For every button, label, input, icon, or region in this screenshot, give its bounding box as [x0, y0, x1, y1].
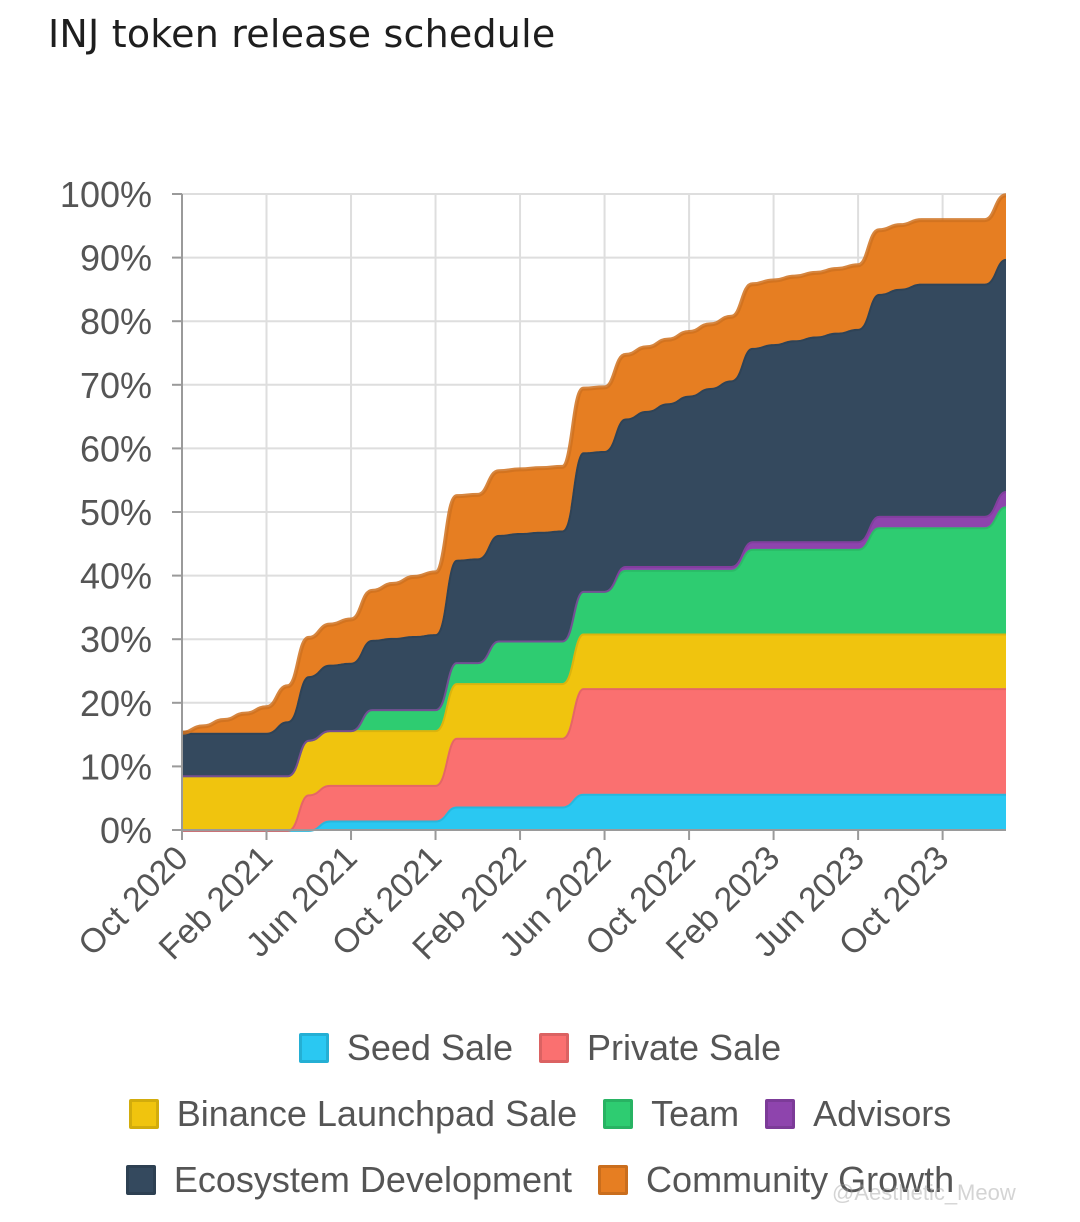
area-team: [182, 506, 1006, 776]
y-tick-label: 30%: [80, 619, 152, 660]
legend-item-binance-launchpad-sale[interactable]: Binance Launchpad Sale: [128, 1093, 578, 1135]
legend-swatch-private-sale: [539, 1033, 570, 1063]
y-tick-label: 90%: [80, 238, 152, 279]
legend-swatch-advisors: [765, 1099, 796, 1129]
chart-title: INJ token release schedule: [48, 12, 556, 56]
area-chart: 0% 10% 20% 30% 40% 50% 60% 70% 80% 90% 100% Oct 20…: [60, 174, 1007, 967]
legend-swatch-ecosystem-development: [125, 1165, 156, 1195]
area-binance-launchpad-sale: [182, 633, 1006, 830]
y-tick-label: 80%: [80, 301, 152, 342]
legend-label-ecosystem-development: Ecosystem Development: [173, 1159, 573, 1200]
series-line-community-growth: [181, 193, 1007, 735]
legend-item-advisors[interactable]: Advisors: [765, 1093, 951, 1135]
y-tick-label: 60%: [80, 428, 152, 469]
legend-item-private-sale[interactable]: Private Sale: [539, 1027, 781, 1069]
legend-label-binance-launchpad-sale: Binance Launchpad Sale: [176, 1093, 578, 1134]
area-advisors: [182, 491, 1006, 776]
legend-label-seed-sale: Seed Sale: [346, 1027, 514, 1068]
y-tick-label: 20%: [80, 683, 152, 724]
legend-row-1: Seed Sale Private Sale: [0, 1015, 1080, 1081]
stacked-areas: [181, 193, 1007, 832]
area-community-growth: [182, 195, 1006, 733]
legend-swatch-seed-sale: [298, 1033, 329, 1063]
legend-row-3: Ecosystem Development Community Growth: [0, 1147, 1080, 1213]
legend-item-ecosystem-development[interactable]: Ecosystem Development: [125, 1159, 573, 1201]
legend-label-private-sale: Private Sale: [587, 1027, 782, 1068]
legend: Seed Sale Private Sale Binance Launchpad…: [0, 1015, 1080, 1213]
legend-label-advisors: Advisors: [813, 1093, 952, 1134]
y-tick-label: 0%: [100, 810, 152, 851]
y-tick-label: 70%: [80, 365, 152, 406]
area-ecosystem-development: [182, 258, 1006, 776]
legend-swatch-community-growth: [598, 1165, 629, 1195]
legend-label-community-growth: Community Growth: [646, 1159, 955, 1200]
legend-row-2: Binance Launchpad Sale Team Advisors: [0, 1081, 1080, 1147]
y-tick-label: 40%: [80, 556, 152, 597]
y-axis-tick-labels: 0% 10% 20% 30% 40% 50% 60% 70% 80% 90% 100%: [60, 174, 182, 851]
legend-item-seed-sale[interactable]: Seed Sale: [298, 1027, 514, 1069]
legend-label-team: Team: [651, 1093, 740, 1134]
legend-item-community-growth[interactable]: Community Growth: [598, 1159, 954, 1201]
y-tick-label: 50%: [80, 492, 152, 533]
area-private-sale: [182, 688, 1006, 830]
watermark: @Aesthetic_Meow: [832, 1180, 1016, 1205]
y-tick-label: 100%: [60, 174, 152, 215]
legend-swatch-team: [603, 1099, 634, 1129]
legend-item-team[interactable]: Team: [603, 1093, 739, 1135]
legend-swatch-binance-launchpad-sale: [128, 1099, 159, 1129]
y-tick-label: 10%: [80, 746, 152, 787]
